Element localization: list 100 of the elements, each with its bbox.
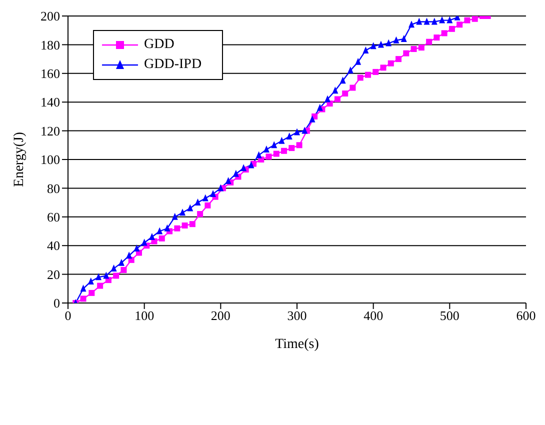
point xyxy=(408,20,414,28)
y-tick-label: 60 xyxy=(47,210,60,225)
point xyxy=(88,277,94,284)
y-tick-label: 180 xyxy=(40,37,60,52)
point xyxy=(441,30,448,36)
point xyxy=(158,235,165,242)
point xyxy=(232,170,239,177)
point xyxy=(370,42,376,50)
point xyxy=(446,16,453,24)
point xyxy=(424,18,430,25)
point xyxy=(426,38,432,45)
point xyxy=(174,225,180,232)
point xyxy=(400,34,407,42)
point xyxy=(156,227,163,234)
point xyxy=(410,46,417,52)
point xyxy=(281,148,288,154)
point xyxy=(296,142,302,148)
point xyxy=(240,164,247,172)
point xyxy=(286,132,292,140)
point xyxy=(134,244,140,252)
x-tick-label: 0 xyxy=(64,308,72,324)
point xyxy=(96,273,102,280)
point xyxy=(316,104,323,111)
point xyxy=(342,90,348,96)
point xyxy=(396,56,402,62)
y-tick-label: 0 xyxy=(54,296,60,311)
point xyxy=(141,238,148,246)
point xyxy=(347,66,354,74)
point xyxy=(126,252,132,259)
point xyxy=(197,211,204,218)
point xyxy=(182,222,188,229)
y-tick-label: 80 xyxy=(47,180,60,196)
y-tick-label: 100 xyxy=(40,152,60,168)
point xyxy=(439,16,446,24)
x-axis-title: Time(s) xyxy=(275,337,320,352)
point xyxy=(403,50,410,56)
x-tick-label: 400 xyxy=(364,308,384,324)
y-tick-label: 200 xyxy=(40,8,60,24)
point xyxy=(148,232,155,240)
point xyxy=(263,145,270,152)
point xyxy=(248,161,254,168)
point xyxy=(88,290,95,296)
point xyxy=(110,264,117,272)
point xyxy=(210,190,216,197)
point xyxy=(273,150,280,157)
point xyxy=(256,151,262,158)
y-axis-title: Energy(J) xyxy=(12,132,27,187)
point xyxy=(294,128,300,136)
point xyxy=(472,16,478,22)
point xyxy=(97,282,104,289)
point xyxy=(355,58,362,65)
point xyxy=(202,194,208,202)
point xyxy=(271,141,278,148)
point xyxy=(189,221,196,228)
legend-label: GDD xyxy=(144,37,174,53)
point xyxy=(334,96,340,102)
point xyxy=(448,26,455,32)
point xyxy=(464,17,470,24)
point xyxy=(266,154,272,160)
point xyxy=(187,204,194,212)
point xyxy=(288,145,295,152)
point xyxy=(418,44,424,51)
y-tick-label: 40 xyxy=(47,238,60,254)
point xyxy=(362,46,369,54)
x-tick-label: 300 xyxy=(287,308,307,324)
y-tick-label: 160 xyxy=(40,66,60,82)
point xyxy=(120,266,127,273)
point xyxy=(350,84,356,91)
x-tick-label: 600 xyxy=(516,308,536,324)
point xyxy=(324,95,331,102)
point xyxy=(194,198,201,206)
y-tick-label: 140 xyxy=(40,94,60,110)
x-tick-label: 200 xyxy=(210,308,230,324)
point xyxy=(364,72,371,78)
point xyxy=(393,36,400,44)
point xyxy=(386,39,392,46)
y-tick-label: 20 xyxy=(47,266,60,282)
point xyxy=(380,64,386,71)
point xyxy=(309,115,316,122)
point xyxy=(357,74,364,81)
point xyxy=(172,212,178,220)
x-tick-label: 100 xyxy=(134,308,154,324)
point xyxy=(204,202,211,208)
legend-label: GDD-IPD xyxy=(144,57,202,73)
y-tick-label: 120 xyxy=(40,123,60,138)
point xyxy=(456,22,463,28)
point xyxy=(103,272,110,279)
point xyxy=(225,177,232,184)
point xyxy=(378,40,384,48)
point xyxy=(431,18,438,25)
x-tick-label: 500 xyxy=(440,308,460,324)
point xyxy=(113,272,120,279)
point xyxy=(118,258,124,266)
point xyxy=(80,284,86,292)
point xyxy=(278,136,285,144)
point xyxy=(388,60,394,66)
point xyxy=(80,296,86,302)
point xyxy=(332,86,338,94)
point xyxy=(340,76,346,84)
point xyxy=(416,18,422,25)
